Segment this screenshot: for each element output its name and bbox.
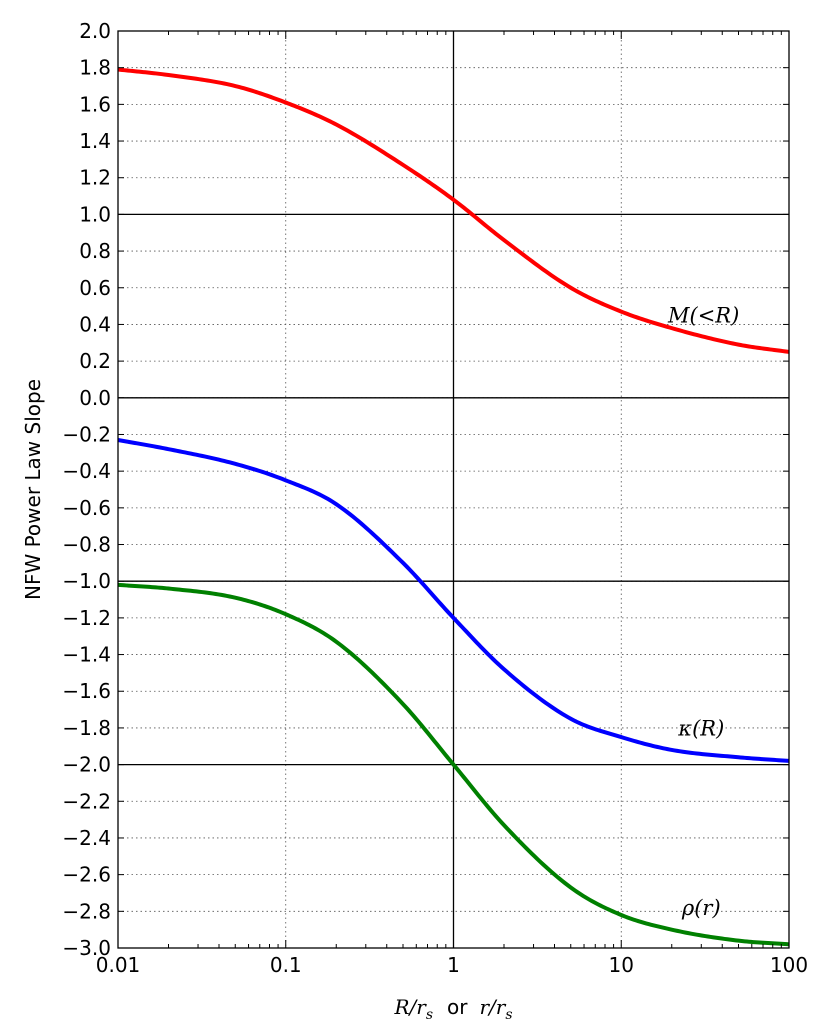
y-tick-label: −2.8	[62, 899, 111, 923]
x-axis-label: R/rs or r/rs	[393, 995, 512, 1023]
y-tick-label: 0.0	[79, 386, 111, 410]
x-tick-label: 0.01	[96, 953, 141, 977]
x-tick-label: 0.1	[270, 953, 302, 977]
y-tick-label: 2.0	[79, 19, 111, 43]
series-label-1: κ(R)	[677, 716, 724, 740]
x-label-right: r/r	[479, 995, 506, 1019]
y-tick-label: −1.2	[62, 606, 111, 630]
y-tick-label: −1.4	[62, 643, 111, 667]
x-label-right-sub: s	[505, 1007, 512, 1023]
y-tick-label: 0.6	[79, 276, 111, 300]
series-label-0: M(<R)	[667, 304, 739, 328]
y-tick-label: −1.8	[62, 716, 111, 740]
y-tick-label: −0.4	[62, 459, 111, 483]
x-label-left-sub: s	[426, 1007, 433, 1023]
series-line-2	[117, 582, 790, 947]
y-tick-label: −3.0	[62, 936, 111, 960]
y-tick-label: −2.4	[62, 826, 111, 850]
y-tick-label: −1.6	[62, 679, 111, 703]
x-label-left: R/r	[393, 995, 427, 1019]
y-tick-label: −0.8	[62, 533, 111, 557]
y-tick-label: −2.6	[62, 863, 111, 887]
y-tick-label: 1.8	[79, 56, 111, 80]
y-tick-label: −2.2	[62, 789, 111, 813]
y-tick-label: −2.0	[62, 753, 111, 777]
y-tick-label: −1.0	[62, 569, 111, 593]
x-tick-label: 1	[447, 953, 460, 977]
y-tick-label: 0.8	[79, 239, 111, 263]
y-tick-label: −0.2	[62, 422, 111, 446]
x-axis-ticks: 0.01 0.1 1 10 100	[96, 31, 808, 977]
y-tick-label: 0.2	[79, 349, 111, 373]
y-tick-label: 1.6	[79, 92, 111, 116]
y-axis-label: NFW Power Law Slope	[21, 379, 45, 600]
y-tick-label: 1.4	[79, 129, 111, 153]
series-line-0	[117, 67, 790, 354]
series-lines	[117, 67, 790, 947]
y-tick-label: −0.6	[62, 496, 111, 520]
y-tick-label: 1.0	[79, 202, 111, 226]
x-label-middle: or	[447, 995, 468, 1019]
y-axis-ticks: −3.0 −2.8 −2.6 −2.4 −2.2 −2.0 −1.8 −1.6 −1.4 −1.2…	[62, 19, 789, 960]
x-tick-label: 100	[770, 953, 808, 977]
y-tick-label: 0.4	[79, 312, 111, 336]
series-label-2: ρ(r)	[681, 896, 721, 920]
reference-lines	[118, 31, 789, 948]
series-labels: M(<R) κ(R) ρ(r)	[667, 304, 739, 920]
x-tick-label: 10	[609, 953, 634, 977]
series-line-1	[117, 438, 790, 763]
y-tick-label: 1.2	[79, 166, 111, 190]
